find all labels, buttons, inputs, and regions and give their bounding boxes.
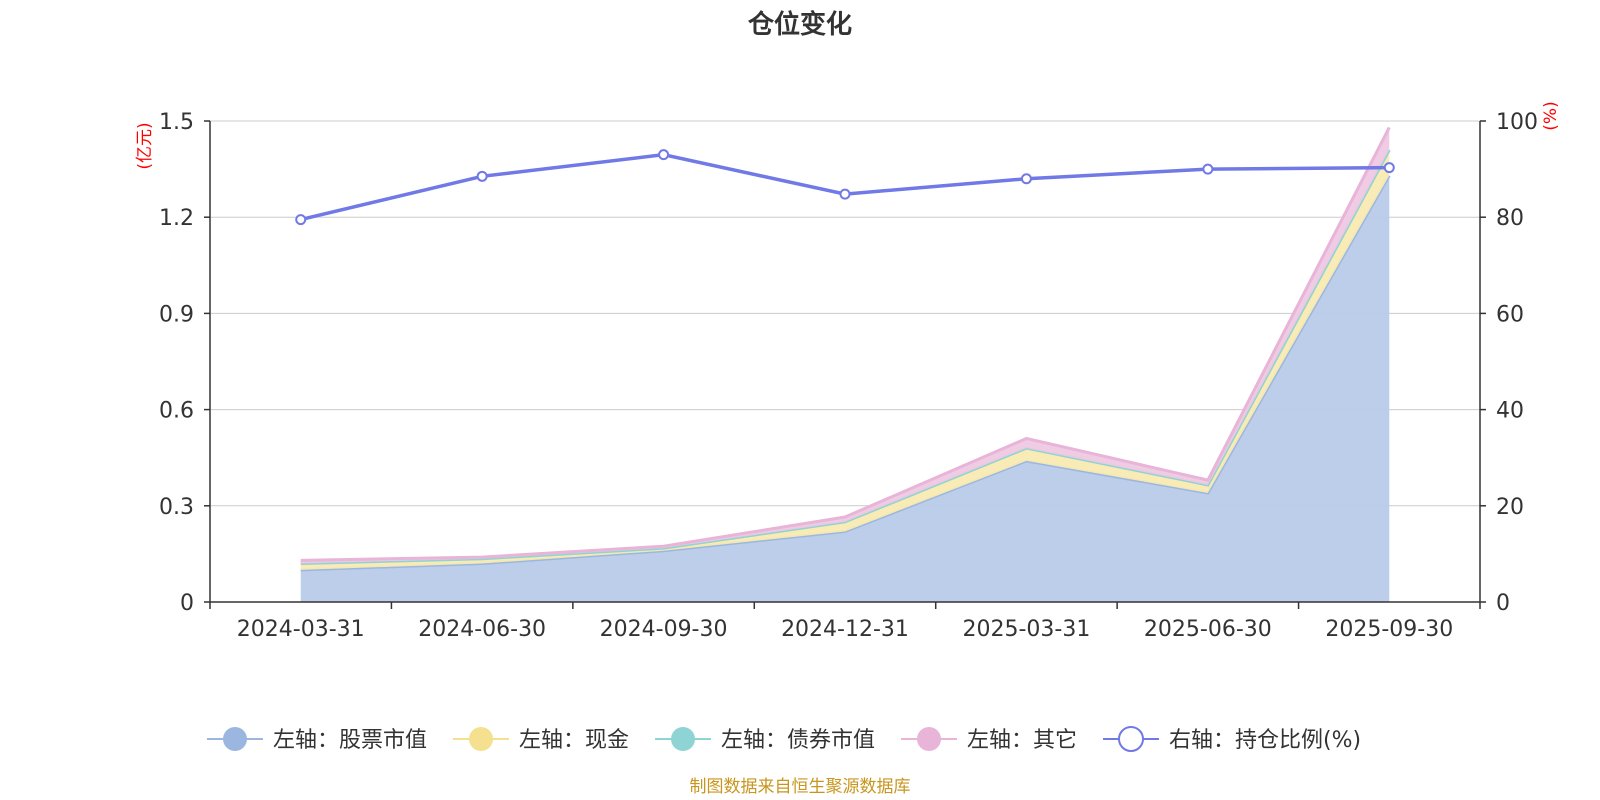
legend-label: 左轴：现金 [519, 728, 629, 753]
ratio-line [300, 152, 1390, 222]
left-axis-tick-label: 0 [180, 591, 194, 616]
x-axis-tick-label: 2024-12-31 [781, 617, 909, 642]
legend-label: 左轴：债券市值 [721, 728, 875, 753]
legend-label: 左轴：股票市值 [273, 728, 427, 753]
x-axis-tick-label: 2025-09-30 [1325, 617, 1453, 642]
legend-item[interactable]: 右轴：持仓比例(%) [1103, 726, 1361, 753]
chart-title: 仓位变化 [747, 9, 852, 40]
legend: 左轴：股票市值 左轴：现金 左轴：债券市值 左轴：其它 右轴：持仓比例(%) [207, 726, 1361, 753]
legend-circle-icon [469, 727, 493, 751]
left-axis-tick-label: 0.9 [159, 302, 194, 327]
left-axis-tick-label: 1.5 [159, 110, 194, 135]
x-axis-tick-label: 2025-03-31 [962, 617, 1090, 642]
ratio-point [658, 149, 670, 161]
right-axis-tick-label: 80 [1496, 206, 1524, 231]
x-axis-tick-label: 2024-03-31 [237, 617, 365, 642]
area-series-0 [300, 175, 1390, 602]
right-axis-tick-label: 60 [1496, 302, 1524, 327]
legend-circle-icon [1118, 726, 1144, 752]
left-axis-tick-label: 1.2 [159, 206, 194, 231]
legend-item[interactable]: 左轴：债券市值 [655, 727, 875, 753]
legend-circle-icon [917, 727, 941, 751]
right-axis-unit: (%) [1541, 101, 1561, 130]
ratio-point [1020, 173, 1032, 185]
left-axis-tick-label: 0.6 [159, 399, 194, 424]
ratio-point [476, 170, 488, 182]
left-axis-tick-label: 0.3 [159, 495, 194, 520]
x-axis-tick-label: 2025-06-30 [1144, 617, 1272, 642]
legend-circle-icon [671, 727, 695, 751]
right-axis-tick-label: 0 [1496, 591, 1510, 616]
x-axis-tick-label: 2024-06-30 [418, 617, 546, 642]
area-series-edge-3 [300, 126, 1391, 562]
legend-item[interactable]: 左轴：现金 [453, 727, 629, 753]
axes: 2024-03-31 2024-06-30 2024-09-30 2024-12-31… [204, 120, 1486, 642]
right-axis-tick-label: 40 [1496, 399, 1524, 424]
right-axis-tick-label: 20 [1496, 495, 1524, 520]
legend-label: 左轴：其它 [967, 728, 1077, 753]
legend-label: 右轴：持仓比例(%) [1169, 728, 1361, 753]
legend-item[interactable]: 左轴：股票市值 [207, 727, 427, 753]
legend-item[interactable]: 左轴：其它 [901, 727, 1077, 753]
stacked-areas [300, 126, 1391, 602]
x-axis-tick-label: 2024-09-30 [600, 617, 728, 642]
ratio-line-series [295, 149, 1395, 226]
ratio-point [839, 188, 851, 200]
left-axis-unit: (亿元) [135, 122, 155, 169]
data-source-note: 制图数据来自恒生聚源数据库 [690, 777, 911, 797]
legend-circle-icon [223, 727, 247, 751]
right-axis-tick-label: 100 [1496, 110, 1538, 135]
ratio-point [1383, 162, 1395, 174]
ratio-point [1202, 163, 1214, 175]
ratio-point [295, 214, 307, 226]
